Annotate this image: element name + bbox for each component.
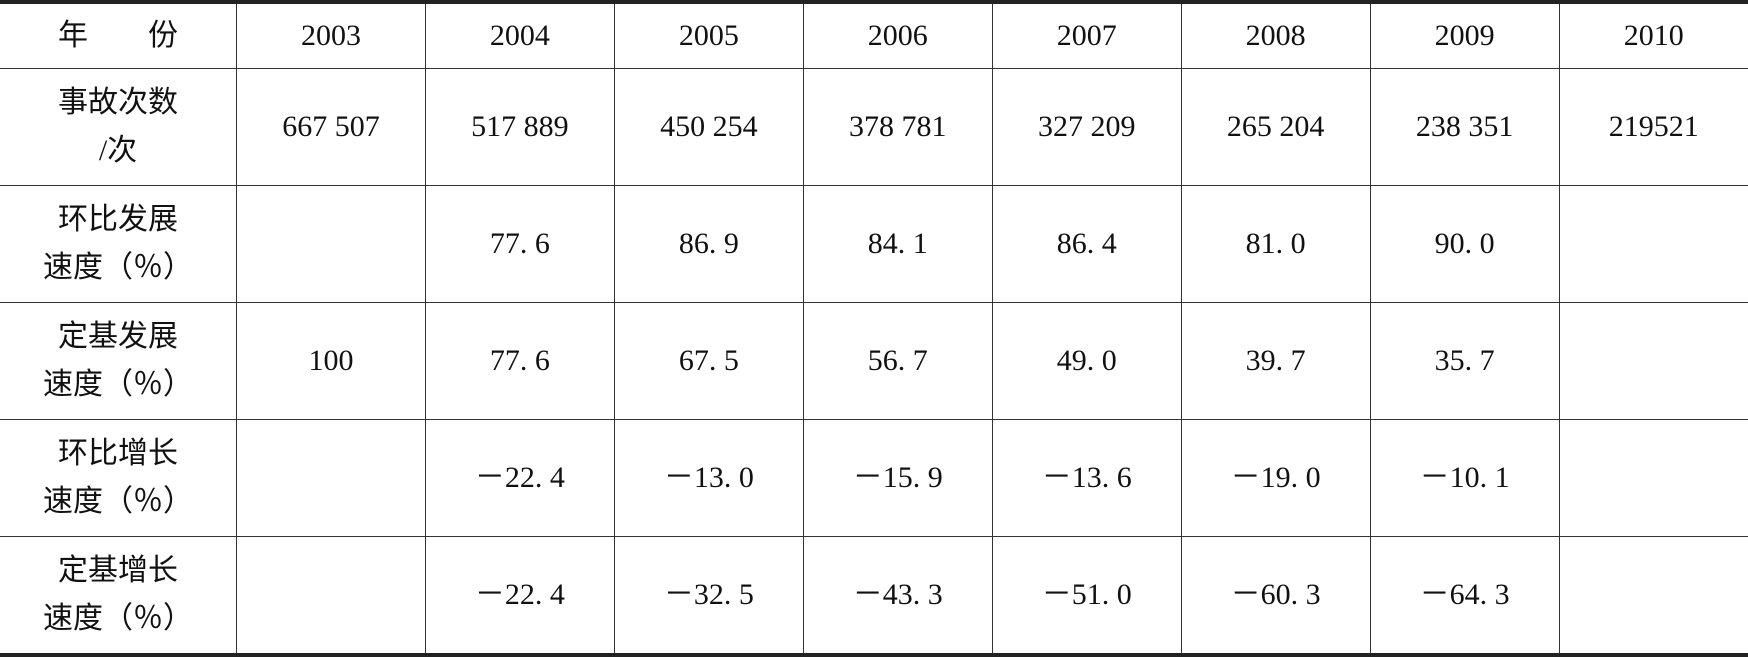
row-label: 环比发展速度（％） xyxy=(0,185,237,303)
data-cell: 219521 xyxy=(1558,68,1748,186)
data-row: 定基增长速度（％） －22. 4 －32. 5 －43. 3 －51. 0 －60. 3 －… xyxy=(0,536,1748,657)
row-label: 环比增长速度（％） xyxy=(0,419,237,537)
data-cell: 77. 6 xyxy=(424,185,615,303)
data-cell: 56. 7 xyxy=(802,302,993,420)
data-cell: －51. 0 xyxy=(991,536,1182,657)
data-cell: －13. 6 xyxy=(991,419,1182,537)
data-cell: －13. 0 xyxy=(613,419,804,537)
data-row: 事故次数/次 667 507 517 889 450 254 378 781 327 20… xyxy=(0,68,1748,186)
year-header: 2004 xyxy=(424,0,615,69)
data-cell: －15. 9 xyxy=(802,419,993,537)
row-label: 定基发展速度（％） xyxy=(0,302,237,420)
row-label-line: 速度（％） xyxy=(43,602,193,635)
data-cell xyxy=(236,185,426,303)
year-header: 2003 xyxy=(236,0,426,69)
data-cell: 77. 6 xyxy=(424,302,615,420)
row-label-line: 速度（％） xyxy=(43,368,193,401)
year-header: 2010 xyxy=(1558,0,1748,69)
data-cell: 238 351 xyxy=(1369,68,1560,186)
year-header: 2006 xyxy=(802,0,993,69)
data-cell: －10. 1 xyxy=(1369,419,1560,537)
data-cell: 86. 4 xyxy=(991,185,1182,303)
data-cell: 100 xyxy=(236,302,426,420)
row-label-line: /次 xyxy=(98,134,138,167)
data-cell: 90. 0 xyxy=(1369,185,1560,303)
data-cell xyxy=(1558,302,1748,420)
data-cell: 49. 0 xyxy=(991,302,1182,420)
data-cell: 378 781 xyxy=(802,68,993,186)
data-cell: 450 254 xyxy=(613,68,804,186)
data-cell xyxy=(236,536,426,657)
row-label: 定基增长速度（％） xyxy=(0,536,237,657)
data-cell: 667 507 xyxy=(236,68,426,186)
row-label-line: 速度（％） xyxy=(43,251,193,284)
data-cell: 84. 1 xyxy=(802,185,993,303)
row-label-line: 定基增长 xyxy=(58,554,178,587)
year-header: 2009 xyxy=(1369,0,1560,69)
data-cell: －32. 5 xyxy=(613,536,804,657)
data-cell: 67. 5 xyxy=(613,302,804,420)
row-label-line: 事故次数 xyxy=(58,86,178,119)
data-cell: －43. 3 xyxy=(802,536,993,657)
data-cell: 265 204 xyxy=(1180,68,1371,186)
data-row: 定基发展 速度（％） 100 77. 6 67. 5 56. 7 49. 0 39. 7 35.… xyxy=(0,302,1748,420)
data-cell: －22. 4 xyxy=(424,536,615,657)
row-label-line: 环比发展 xyxy=(58,203,178,236)
data-row: 环比发展速度（％） 77. 6 86. 9 84. 1 86. 4 81. 0 90. 0 xyxy=(0,185,1748,303)
data-cell: －22. 4 xyxy=(424,419,615,537)
data-cell: －64. 3 xyxy=(1369,536,1560,657)
data-cell: 39. 7 xyxy=(1180,302,1371,420)
header-label: 年 份 xyxy=(0,0,237,69)
year-header: 2005 xyxy=(613,0,804,69)
row-label: 事故次数/次 xyxy=(0,68,237,186)
data-cell: 517 889 xyxy=(424,68,615,186)
row-label-line: 速度（％） xyxy=(43,485,193,518)
data-cell xyxy=(236,419,426,537)
data-cell: －60. 3 xyxy=(1180,536,1371,657)
data-cell: 86. 9 xyxy=(613,185,804,303)
data-cell xyxy=(1558,419,1748,537)
data-cell: 81. 0 xyxy=(1180,185,1371,303)
row-label-line: 环比增长 xyxy=(58,437,178,470)
data-cell: 327 209 xyxy=(991,68,1182,186)
data-row: 环比增长速度（％） －22. 4 －13. 0 －15. 9 －13. 6 －19. 0 －… xyxy=(0,419,1748,537)
data-cell: 35. 7 xyxy=(1369,302,1560,420)
data-cell xyxy=(1558,536,1748,657)
year-header: 2008 xyxy=(1180,0,1371,69)
data-cell: －19. 0 xyxy=(1180,419,1371,537)
data-cell xyxy=(1558,185,1748,303)
year-header: 2007 xyxy=(991,0,1182,69)
header-row: 年 份 2003 2004 2005 2006 2007 2008 2009 2010 xyxy=(0,0,1748,69)
row-label-line: 定基发展 xyxy=(58,320,178,353)
